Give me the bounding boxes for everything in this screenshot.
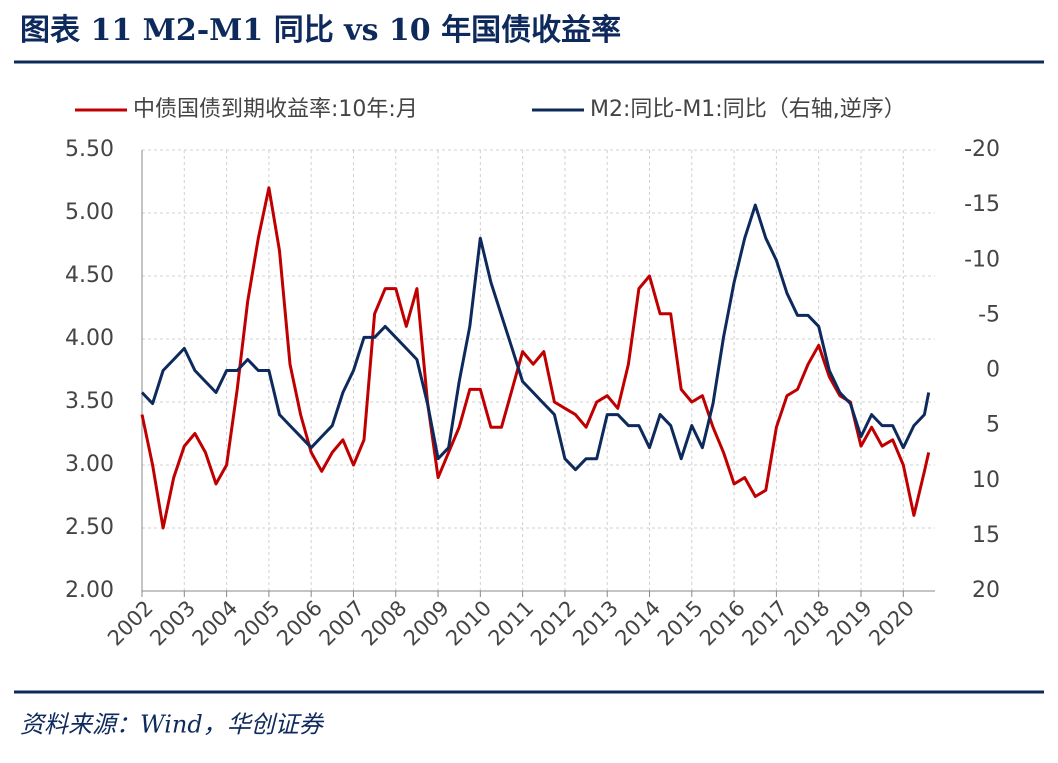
x-tick-label: 2006 xyxy=(272,596,327,651)
x-tick-label: 2016 xyxy=(695,596,750,651)
x-tick-label: 2011 xyxy=(484,596,539,651)
y2-tick-label: 5 xyxy=(986,413,1000,438)
x-tick-label: 2010 xyxy=(441,596,496,651)
x-tick-label: 2003 xyxy=(145,596,200,651)
x-tick-label: 2012 xyxy=(526,596,581,651)
y2-tick-label: -10 xyxy=(964,247,1000,272)
y-tick-label: 3.00 xyxy=(65,452,114,477)
series-line xyxy=(140,203,931,472)
x-tick-label: 2002 xyxy=(103,596,158,651)
x-tick-label: 2009 xyxy=(399,596,454,651)
x-tick-label: 2020 xyxy=(864,596,919,651)
x-tick-label: 2014 xyxy=(611,596,666,651)
y-tick-label: 2.50 xyxy=(65,515,114,540)
y2-tick-label: 0 xyxy=(986,358,1000,383)
y-tick-label: 4.50 xyxy=(65,263,114,288)
x-tick-label: 2018 xyxy=(780,596,835,651)
y-tick-label: 4.00 xyxy=(65,326,114,351)
y2-tick-label: -5 xyxy=(978,302,1000,327)
y2-tick-label: 10 xyxy=(972,468,1000,493)
y2-tick-label: 15 xyxy=(972,523,1000,548)
x-tick-label: 2005 xyxy=(230,596,285,651)
x-tick-label: 2004 xyxy=(188,596,243,651)
legend-label: 中债国债到期收益率:10年:月 xyxy=(133,97,418,122)
y2-tick-label: -15 xyxy=(964,192,1000,217)
x-tick-label: 2007 xyxy=(314,596,369,651)
source: 资料来源：Wind，华创证券 xyxy=(20,711,325,739)
x-tick-label: 2019 xyxy=(822,596,877,651)
x-tick-label: 2017 xyxy=(737,596,792,651)
chart-title: 图表 11 M2-M1 同比 vs 10 年国债收益率 xyxy=(20,13,621,48)
y2-tick-label: 20 xyxy=(972,578,1000,603)
x-tick-label: 2008 xyxy=(357,596,412,651)
y-tick-label: 5.00 xyxy=(65,200,114,225)
x-tick-label: 2015 xyxy=(653,596,708,651)
y-tick-label: 2.00 xyxy=(65,578,114,603)
y-tick-label: 5.50 xyxy=(65,137,114,162)
y-tick-label: 3.50 xyxy=(65,389,114,414)
legend-label: M2:同比-M1:同比（右轴,逆序） xyxy=(590,97,906,122)
y2-tick-label: -20 xyxy=(964,137,1000,162)
x-tick-label: 2013 xyxy=(568,596,623,651)
series-line xyxy=(140,186,931,530)
